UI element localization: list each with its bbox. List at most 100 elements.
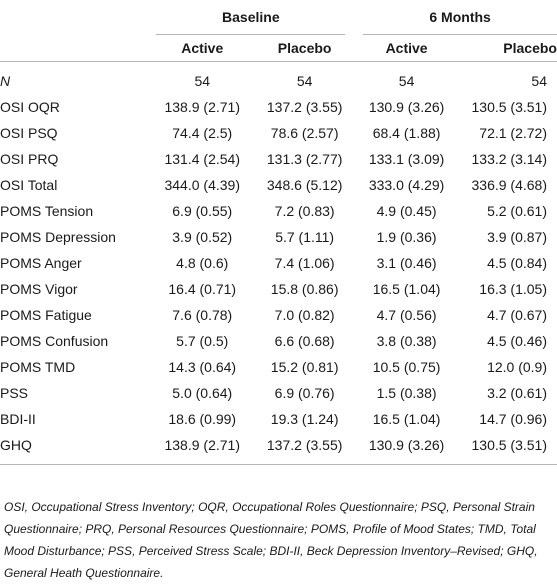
table-cell: 15.8 (0.86)	[270, 281, 339, 297]
table-row: POMS TMD 14.3 (0.64) 15.2 (0.81) 10.5 (0.75…	[0, 354, 557, 380]
corner-cell	[0, 0, 149, 35]
row-label: PSS	[0, 385, 29, 401]
column-header: Placebo	[458, 35, 557, 62]
column-header: Active	[354, 35, 459, 62]
row-label: POMS Fatigue	[0, 307, 92, 323]
group-header-6-months: 6 Months	[354, 0, 557, 35]
table-cell: 14.7 (0.96)	[479, 411, 547, 427]
table-cell: 12.0 (0.9)	[487, 359, 547, 375]
table-row: POMS Tension 6.9 (0.55) 7.2 (0.83) 4.9 (0.4…	[0, 198, 557, 224]
table-cell: 137.2 (3.55)	[266, 99, 343, 115]
table-cell: 1.9 (0.36)	[376, 229, 437, 245]
table-row: POMS Confusion 5.7 (0.5) 6.6 (0.68) 3.8 (0.…	[0, 328, 557, 354]
table-cell: 4.5 (0.84)	[487, 255, 547, 271]
table-row: BDI-II 18.6 (0.99) 19.3 (1.24) 16.5 (1.04) 1…	[0, 406, 557, 432]
table-cell: 333.0 (4.29)	[368, 177, 445, 193]
table-cell: 3.1 (0.46)	[376, 255, 437, 271]
row-label: POMS Vigor	[0, 281, 78, 297]
table-cell: 5.2 (0.61)	[487, 203, 547, 219]
row-label: POMS Tension	[0, 203, 94, 219]
table-row: POMS Anger 4.8 (0.6) 7.4 (1.06) 3.1 (0.46) 4…	[0, 250, 557, 276]
row-label: POMS Depression	[0, 229, 116, 245]
table-cell: 138.9 (2.71)	[164, 99, 240, 115]
row-label: OSI PRQ	[0, 151, 59, 167]
table-cell: 4.5 (0.46)	[487, 333, 547, 349]
table-cell: 133.2 (3.14)	[471, 151, 548, 167]
table-cell: 6.9 (0.55)	[172, 203, 233, 219]
table-cell: 18.6 (0.99)	[168, 411, 237, 427]
table-cell: 3.9 (0.87)	[487, 229, 547, 245]
table-row: N 54 54 54 54	[0, 62, 557, 95]
row-label: OSI PSQ	[0, 125, 58, 141]
table-cell: 19.3 (1.24)	[270, 411, 339, 427]
row-label: POMS TMD	[0, 359, 76, 375]
table-cell: 6.9 (0.76)	[274, 385, 335, 401]
table-cell: 4.9 (0.45)	[376, 203, 437, 219]
table-header: Baseline 6 Months Active Placebo Active …	[0, 0, 557, 62]
table-row: PSS 5.0 (0.64) 6.9 (0.76) 1.5 (0.38) 3.2 (0.…	[0, 380, 557, 406]
column-header: Active	[149, 35, 256, 62]
table-cell: 130.9 (3.26)	[354, 432, 459, 465]
table-cell: 3.2 (0.61)	[487, 385, 547, 401]
table-cell: 15.2 (0.81)	[270, 359, 339, 375]
table-footnote: OSI, Occupational Stress Inventory; OQR,…	[4, 500, 538, 580]
table-cell: 344.0 (4.39)	[164, 177, 240, 193]
table-row: OSI OQR 138.9 (2.71) 137.2 (3.55) 130.9 (3.…	[0, 94, 557, 120]
table-cell: 7.6 (0.78)	[172, 307, 233, 323]
table-cell: 7.2 (0.83)	[274, 203, 335, 219]
table-cell: 54	[398, 73, 415, 89]
table-body: N 54 54 54 54 OSI OQR 138.9 (2.71) 137.2 (3.55)…	[0, 62, 557, 465]
table-cell: 348.6 (5.12)	[266, 177, 343, 193]
row-label: N	[0, 73, 11, 89]
table-cell: 54	[194, 73, 211, 89]
column-header: Placebo	[255, 35, 355, 62]
table-cell: 16.4 (0.71)	[168, 281, 237, 297]
table-cell: 14.3 (0.64)	[168, 359, 237, 375]
table-cell: 130.9 (3.26)	[368, 99, 445, 115]
table-cell: 3.8 (0.38)	[376, 333, 437, 349]
table-cell: 6.6 (0.68)	[274, 333, 335, 349]
table-cell: 16.5 (1.04)	[372, 281, 441, 297]
row-label: OSI Total	[0, 177, 58, 193]
table-row: POMS Vigor 16.4 (0.71) 15.8 (0.86) 16.5 (1.…	[0, 276, 557, 302]
row-label: BDI-II	[0, 411, 36, 427]
table-cell: 138.9 (2.71)	[149, 432, 256, 465]
row-label: GHQ	[0, 432, 150, 465]
row-label: OSI OQR	[0, 99, 60, 115]
table-cell: 5.7 (0.5)	[176, 333, 229, 349]
table-cell: 5.0 (0.64)	[172, 385, 233, 401]
table-cell: 72.1 (2.72)	[479, 125, 547, 141]
table-cell: 4.7 (0.56)	[376, 307, 437, 323]
table-cell: 16.5 (1.04)	[372, 411, 441, 427]
table-cell: 74.4 (2.5)	[172, 125, 233, 141]
table-cell: 336.9 (4.68)	[471, 177, 548, 193]
results-table: Baseline 6 Months Active Placebo Active …	[0, 0, 557, 465]
table-cell: 68.4 (1.88)	[372, 125, 441, 141]
table-cell: 131.3 (2.77)	[266, 151, 343, 167]
corner-cell	[0, 35, 150, 62]
row-label: POMS Confusion	[0, 333, 109, 349]
table-cell: 10.5 (0.75)	[372, 359, 441, 375]
table-cell: 1.5 (0.38)	[376, 385, 437, 401]
table-cell: 4.8 (0.6)	[176, 255, 229, 271]
table-cell: 130.5 (3.51)	[471, 99, 548, 115]
table-cell: 16.3 (1.05)	[479, 281, 547, 297]
group-label: 6 Months	[363, 0, 557, 35]
group-label: Baseline	[156, 0, 346, 35]
table-row: POMS Depression 3.9 (0.52) 5.7 (1.11) 1.9 (…	[0, 224, 557, 250]
table-cell: 5.7 (1.11)	[275, 229, 335, 245]
table-cell: 7.4 (1.06)	[274, 255, 335, 271]
table-cell: 130.5 (3.51)	[458, 432, 557, 465]
table-cell: 54	[296, 73, 313, 89]
table-cell: 7.0 (0.82)	[274, 307, 335, 323]
table-row: POMS Fatigue 7.6 (0.78) 7.0 (0.82) 4.7 (0.5…	[0, 302, 557, 328]
table-row: OSI Total 344.0 (4.39) 348.6 (5.12) 333.0 (…	[0, 172, 557, 198]
table-cell: 137.2 (3.55)	[255, 432, 355, 465]
table-row: OSI PSQ 74.4 (2.5) 78.6 (2.57) 68.4 (1.88) 7…	[0, 120, 557, 146]
group-header-baseline: Baseline	[149, 0, 354, 35]
table-cell: 131.4 (2.54)	[164, 151, 240, 167]
table-cell: 133.1 (3.09)	[368, 151, 445, 167]
group-header-row: Baseline 6 Months	[0, 0, 557, 35]
table-cell: 3.9 (0.52)	[172, 229, 233, 245]
